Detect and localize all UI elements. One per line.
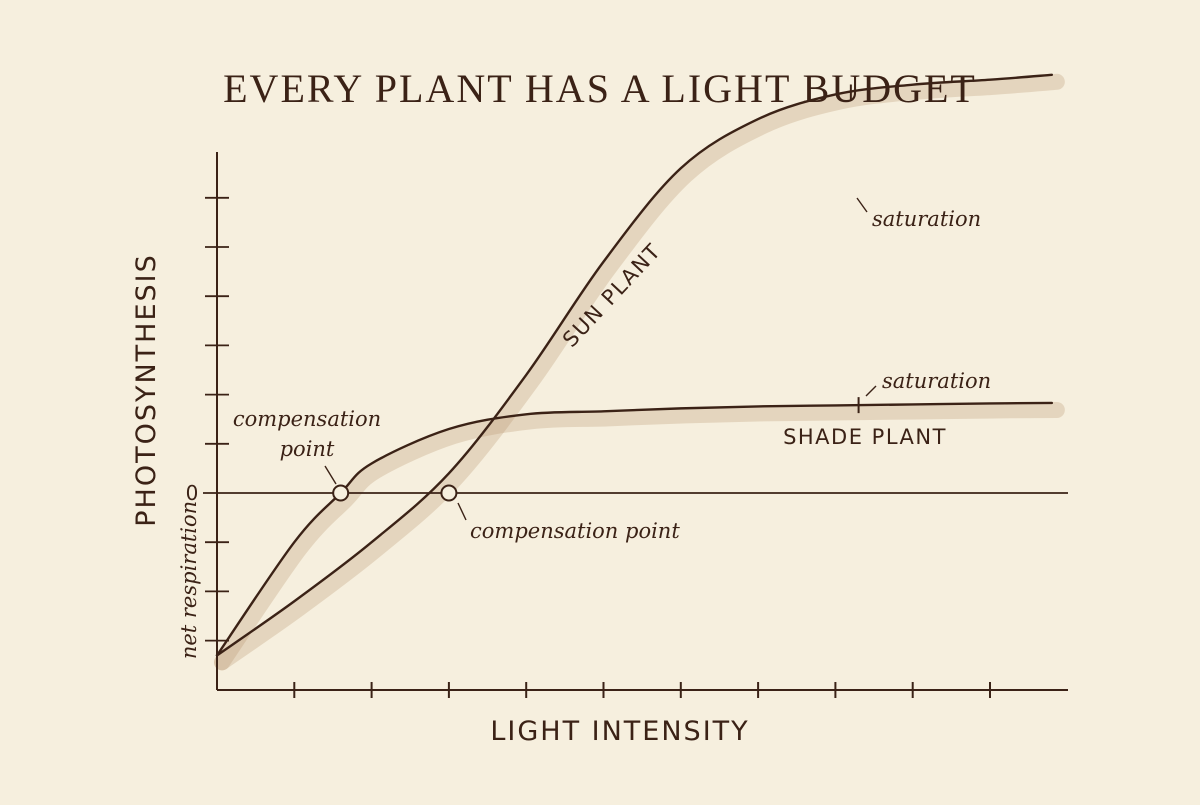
sun-compensation-leader: [457, 502, 467, 521]
shade-plant-line: [215, 401, 1054, 657]
shade-compensation-label-line-1: compensation: [233, 407, 381, 431]
shade-compensation-leader: [324, 465, 337, 485]
shade-plant-wash: [214, 401, 1065, 671]
compensation-marker-shade: [332, 484, 350, 502]
y-axis-secondary-label: net respiration: [177, 501, 201, 659]
sun-plant-line: [215, 73, 1054, 657]
compensation-marker-sun: [440, 484, 458, 502]
shade-compensation-label-line-2: point: [280, 437, 335, 461]
y-axis-label: PHOTOSYNTHESIS: [131, 253, 162, 527]
shade-plant-label: SHADE PLANT: [783, 425, 947, 449]
shade-saturation-label: saturation: [882, 369, 991, 393]
zero-tick-label: 0: [186, 481, 199, 505]
sun-compensation-label: compensation point: [470, 519, 680, 543]
chart-title: EVERY PLANT HAS A LIGHT BUDGET: [223, 66, 977, 111]
x-axis-label: LIGHT INTENSITY: [490, 716, 749, 747]
sun-plant-wash: [214, 73, 1065, 671]
sun-saturation-leader: [856, 197, 868, 213]
shade-saturation-leader: [865, 385, 877, 397]
shade-compensation-label: compensation point: [233, 407, 381, 461]
sun-saturation-label: saturation: [872, 207, 981, 231]
